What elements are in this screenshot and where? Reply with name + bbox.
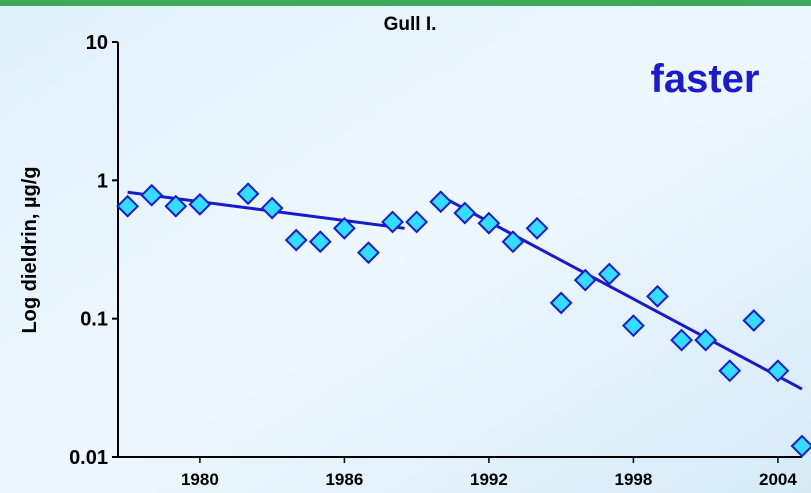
- x-tick-label: 1998: [614, 470, 652, 489]
- data-point: [453, 201, 477, 225]
- data-point: [646, 284, 669, 308]
- y-tick-label: 1: [97, 170, 108, 192]
- data-point: [718, 359, 742, 383]
- data-point: [790, 434, 811, 458]
- annotation: faster: [651, 57, 760, 101]
- data-point: [308, 230, 332, 254]
- data-point: [188, 192, 212, 216]
- top-bar: [0, 0, 811, 6]
- data-point: [381, 210, 404, 234]
- data-point: [357, 241, 380, 265]
- x-tick-label: 1986: [325, 470, 363, 489]
- data-point: [549, 291, 573, 315]
- data-point: [501, 230, 525, 254]
- x-tick-label: 2004: [759, 470, 797, 489]
- y-axis-label: Log dieldrin, µg/g: [19, 166, 41, 333]
- data-point: [742, 309, 766, 332]
- data-point: [766, 359, 790, 383]
- trend-line: [440, 194, 803, 391]
- data-point: [164, 194, 188, 218]
- data-point: [670, 328, 693, 352]
- data-point: [597, 262, 621, 286]
- data-point: [694, 328, 718, 352]
- data-point: [477, 211, 501, 235]
- y-tick-label: 0.1: [80, 309, 108, 331]
- x-tick-label: 1992: [470, 470, 508, 489]
- data-point: [116, 194, 140, 218]
- data-point: [405, 210, 429, 234]
- data-point: [429, 190, 453, 214]
- y-tick-label: 10: [86, 32, 108, 54]
- chart-title: Gull I.: [384, 14, 437, 35]
- data-point: [332, 216, 356, 240]
- data-point: [573, 268, 597, 292]
- data-point: [284, 228, 308, 252]
- data-point: [525, 216, 549, 240]
- data-point: [260, 196, 284, 220]
- data-point: [236, 182, 260, 206]
- data-point: [621, 314, 645, 338]
- data-point: [140, 183, 164, 207]
- x-tick-label: 1980: [181, 470, 219, 489]
- y-tick-label: 0.01: [69, 447, 108, 469]
